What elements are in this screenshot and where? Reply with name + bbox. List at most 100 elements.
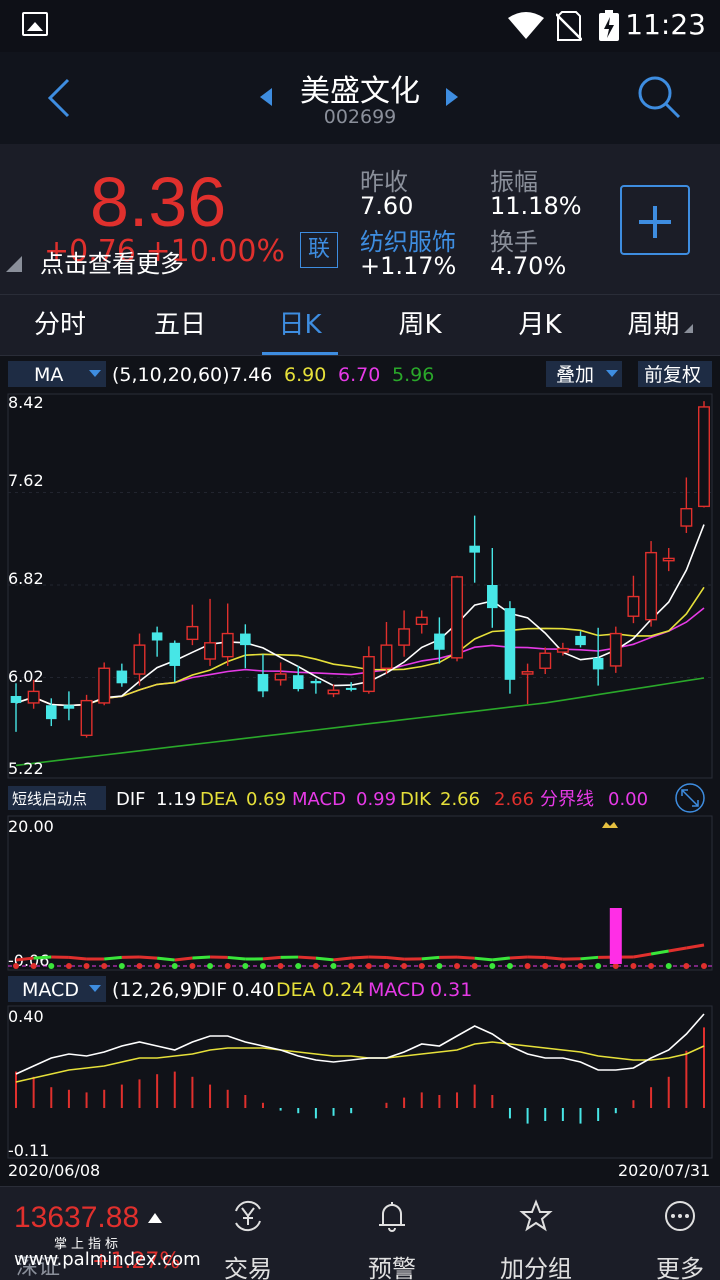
turnover-value: 4.70% [490,252,567,280]
macd-dif-line [15,1013,705,1075]
kline-chart[interactable]: MA (5,10,20,60) 7.46 6.90 6.70 5.96 叠加 前… [0,356,720,1186]
ind1-dot [683,963,690,969]
candle-body [274,673,287,681]
ind1-dot [383,963,390,969]
more-icon [665,1201,695,1231]
ma-selector[interactable] [8,361,106,387]
quote-panel: 8.36 +0.76 +10.00% 点击查看更多 联 昨收 7.60 纺织服饰… [0,144,720,294]
nav-add-group-label: 加分组 [500,1255,572,1280]
sector-change: +1.17% [360,252,457,280]
ind1-spike-bar [609,908,622,964]
ind1-dea-value: 0.69 [246,789,286,810]
kline-chart-area[interactable]: MA (5,10,20,60) 7.46 6.90 6.70 5.96 叠加 前… [0,356,720,1186]
candle-body [521,671,534,675]
candle-body [292,675,304,690]
indicator1-panel-frame [7,815,713,971]
search-icon[interactable] [636,74,682,120]
index-value[interactable]: 13637.88 [14,1201,140,1234]
ind1-dot [348,963,355,969]
corner-expand-icon[interactable] [6,256,22,272]
ind1-dot [489,963,496,969]
overlay-button[interactable] [546,361,622,387]
tab-period[interactable]: 周期 [600,295,720,357]
index-change: +1.27% [92,1249,181,1274]
adjust-button[interactable] [638,361,712,387]
price-tick-3: 6.82 [8,569,44,588]
candle-body [645,551,658,621]
no-sim-icon [556,11,582,41]
ma-params: (5,10,20,60) [112,364,230,386]
current-price: 8.36 [90,163,227,241]
ind1-top-tick: 20.00 [8,817,54,836]
ind1-dot [189,963,196,969]
ind1-dot [665,963,672,969]
macd-macd-value: 0.31 [430,979,472,1001]
ma60-value: 5.96 [392,364,434,386]
ind1-macd-label: MACD [292,789,346,810]
candles [10,401,710,738]
amplitude-value: 11.18% [490,192,582,220]
date-start: 2020/06/08 [8,1161,100,1180]
ind1-segment [421,955,440,961]
nav-add-group[interactable]: 加分组 [464,1187,608,1280]
ind1-dot [118,963,125,969]
image-notification-icon [22,12,48,36]
candle-body [169,642,181,666]
price-tick-bottom: 5.22 [8,759,44,778]
ind1-dot [559,963,566,969]
ind1-dot [48,963,55,969]
ind1-dot [577,963,584,969]
ind1-dot [471,963,478,969]
ind1-segment [633,952,652,959]
back-icon[interactable] [40,76,80,120]
ind1-fjx-value: 0.00 [608,789,648,810]
nav-alert[interactable]: 预警 [320,1187,464,1280]
nav-trade[interactable]: 交易 [176,1187,320,1280]
tab-weekly-k[interactable]: 周K [398,310,442,340]
status-bar: 11:23 [0,0,720,52]
ind1-dot [418,963,425,969]
candle-body [151,632,163,641]
macd-dea-value: 0.24 [322,979,364,1001]
ind1-segment [650,949,669,956]
view-more-hint[interactable]: 点击查看更多 [40,250,184,278]
candle-body [398,628,411,646]
ind1-segment [386,955,405,961]
next-stock-icon[interactable] [446,88,458,106]
add-watchlist-button[interactable] [620,185,690,255]
ind1-segment [68,955,87,961]
ind1-dot [312,963,319,969]
stock-name: 美盛文化 [300,74,420,109]
candle-body [609,632,622,667]
index-name: 深证 [16,1255,61,1280]
indicator1-selector[interactable] [8,786,106,810]
ind1-segment [580,955,599,961]
macd-selector[interactable] [8,976,106,1002]
tab-intraday[interactable]: 分时 [33,310,86,340]
ind1-dot [542,963,549,969]
tab-five-day[interactable]: 五日 [153,310,206,340]
nav-more[interactable]: 更多 [608,1187,720,1280]
ind1-segment [509,955,528,960]
candle-body [116,670,128,684]
sector-link[interactable]: 纺织服饰 [360,228,456,256]
ind1-segment [156,956,175,962]
prev-stock-icon[interactable] [260,88,272,106]
watermark-url: www.palmindex.com [14,1249,201,1270]
macd-macd-label: MACD [368,979,425,1001]
turnover-label: 换手 [490,228,538,256]
ind1-dik-value: 2.66 [440,789,480,810]
crown-marker-icon [602,822,618,828]
stock-header: 美盛文化 002699 [0,52,720,144]
ind1-segment [227,955,246,961]
macd-plot [15,1013,705,1124]
battery-charging-icon [599,10,619,41]
macd-dea-label: DEA [276,979,316,1001]
tab-monthly-k[interactable]: 月K [518,310,562,340]
tab-daily-k[interactable]: 日K [240,295,360,357]
expand-indicator-icon[interactable] [675,783,705,813]
price-change: +0.76 +10.00% [44,234,285,269]
candle-body [133,644,146,675]
ind1-dot [136,963,143,969]
related-button[interactable]: 联 [300,232,338,268]
